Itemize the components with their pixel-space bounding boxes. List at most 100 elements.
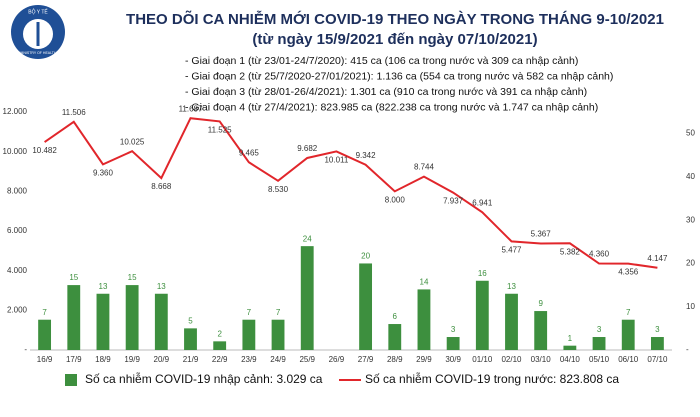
bar-label: 3	[597, 325, 602, 334]
x-tick-label: 04/10	[560, 355, 581, 364]
bar	[242, 319, 256, 350]
x-tick-label: 17/9	[66, 355, 82, 364]
x-tick-label: 18/9	[95, 355, 111, 364]
yticks-label: 8.000	[7, 186, 28, 195]
x-tick-label: 24/9	[270, 355, 286, 364]
x-tick-label: 03/10	[531, 355, 552, 364]
bar	[592, 337, 606, 350]
y2ticks-label: 30	[686, 215, 695, 224]
y2ticks-label: 20	[686, 259, 695, 268]
y2ticks-label: 40	[686, 172, 695, 181]
line-label: 11.506	[62, 108, 86, 117]
yticks-label: 12.000	[3, 107, 28, 116]
bar-label: 14	[420, 278, 429, 287]
line-label: 9.360	[93, 168, 114, 177]
bar	[505, 293, 518, 350]
bar-label: 7	[626, 308, 631, 317]
bar-label: 7	[247, 308, 252, 317]
bar	[154, 293, 168, 350]
x-tick-label: 01/10	[472, 355, 493, 364]
line-label: 9.682	[297, 144, 318, 153]
logo: BỘ Y TẾ MINISTRY OF HEALTH	[11, 5, 65, 59]
legend-label: Số ca nhiễm COVID-19 nhập cảnh: 3.029 ca	[85, 371, 323, 386]
bar-label: 2	[217, 329, 222, 338]
line	[44, 117, 658, 269]
bar	[184, 328, 197, 350]
line-label: 10.482	[32, 146, 57, 155]
x-tick-label: 22/9	[212, 355, 228, 364]
bar-label: 20	[361, 252, 370, 261]
note: - Giai đoạn 3 (từ 28/01-26/4/2021): 1.30…	[185, 86, 587, 98]
x-tick-label: 25/9	[299, 355, 315, 364]
line-label: 8.668	[151, 182, 172, 191]
bar	[534, 311, 548, 350]
line-label: 4.356	[618, 268, 639, 277]
x-tick-label: 05/10	[589, 355, 610, 364]
bar	[446, 337, 460, 350]
bar	[38, 319, 52, 350]
note: - Giai đoạn 4 (từ 27/4/2021): 823.985 ca…	[185, 101, 598, 113]
yticks-label: -	[24, 345, 27, 354]
bar	[650, 337, 664, 350]
bar-label: 13	[157, 282, 166, 291]
bar	[271, 319, 285, 350]
legend-swatch	[65, 374, 77, 386]
bar-label: 7	[276, 308, 281, 317]
line-label: 4.360	[589, 250, 610, 259]
yticks-label: 6.000	[7, 226, 28, 235]
line-label: 11.525	[208, 126, 232, 135]
bar	[300, 246, 314, 350]
bar	[96, 293, 110, 350]
logo-bottom: MINISTRY OF HEALTH	[20, 51, 57, 55]
bar	[563, 345, 577, 350]
note: - Giai đoạn 2 (từ 25/7/2020-27/01/2021):…	[185, 70, 613, 82]
line-label: 8.000	[385, 195, 406, 204]
bar	[125, 285, 139, 350]
bar-label: 1	[568, 334, 573, 343]
yticks-label: 4.000	[7, 266, 28, 275]
bar	[417, 289, 431, 350]
line-label: 9.465	[239, 148, 260, 157]
bar-label: 3	[655, 325, 660, 334]
line-label: 8.744	[414, 163, 435, 172]
line-label: 5.367	[531, 230, 552, 239]
x-tick-label: 07/10	[647, 355, 668, 364]
legend-label: Số ca nhiễm COVID-19 trong nước: 823.808…	[365, 371, 619, 386]
bar	[359, 263, 373, 350]
bar	[67, 285, 81, 350]
bar	[475, 280, 489, 350]
y2ticks-label: -	[686, 345, 689, 354]
x-tick-label: 06/10	[618, 355, 639, 364]
x-tick-label: 29/9	[416, 355, 432, 364]
line-label: 9.342	[356, 151, 377, 160]
bar-label: 7	[42, 308, 47, 317]
bar-label: 3	[451, 325, 456, 334]
line-label: 4.147	[647, 254, 668, 263]
bar-label: 15	[128, 273, 137, 282]
bar	[621, 319, 635, 350]
x-tick-label: 21/9	[183, 355, 199, 364]
line-label: 10.025	[120, 137, 145, 146]
x-tick-label: 23/9	[241, 355, 257, 364]
bar-label: 24	[303, 234, 312, 243]
chart-subtitle: (từ ngày 15/9/2021 đến ngày 07/10/2021)	[252, 31, 537, 48]
x-tick-label: 28/9	[387, 355, 403, 364]
y2ticks-label: 50	[686, 129, 695, 138]
x-tick-label: 26/9	[329, 355, 345, 364]
line-label: 5.382	[560, 247, 581, 256]
x-tick-label: 19/9	[124, 355, 140, 364]
x-tick-label: 30/9	[445, 355, 461, 364]
logo-top: BỘ Y TẾ	[28, 8, 48, 15]
chart-title: THEO DÕI CA NHIỄM MỚI COVID-19 THEO NGÀY…	[126, 10, 664, 28]
yticks-label: 10.000	[3, 147, 28, 156]
bar	[213, 341, 227, 350]
x-tick-label: 20/9	[154, 355, 170, 364]
x-tick-label: 16/9	[37, 355, 53, 364]
note: - Giai đoạn 1 (từ 23/01-24/7/2020): 415 …	[185, 55, 578, 67]
line-label: 5.477	[501, 245, 522, 254]
line-label: 10.011	[324, 156, 348, 165]
yticks-label: 2.000	[7, 305, 28, 314]
line-label: 11.687	[179, 104, 203, 113]
